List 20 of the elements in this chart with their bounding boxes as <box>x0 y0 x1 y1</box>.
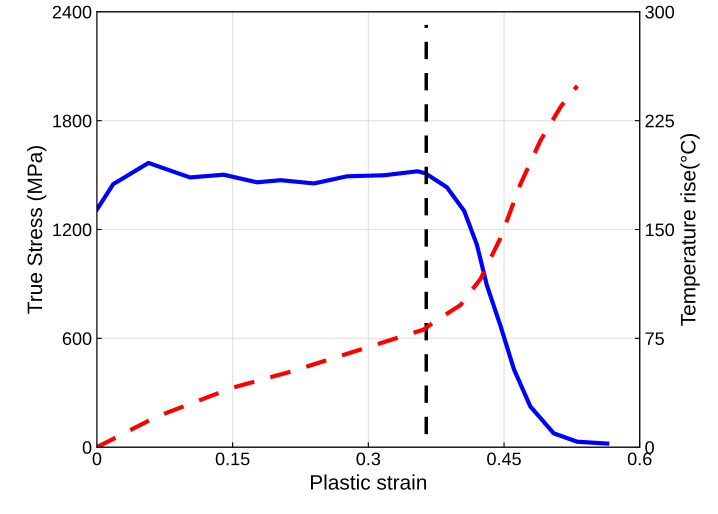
line-series <box>96 160 610 446</box>
y-axis-title: True Stress (MPa) <box>26 146 46 314</box>
x-axis-title: Plastic strain <box>311 474 426 490</box>
y2-axis-title: Temperature rise(°C) <box>680 134 700 326</box>
y2-tick-label: 150 <box>646 223 674 236</box>
y2-tick-label: 0 <box>645 441 654 454</box>
y-tick-label: 1800 <box>53 114 92 128</box>
y2-tick-label: 225 <box>646 114 674 128</box>
x-tick-label: 0.6 <box>628 452 652 466</box>
x-tick-label: 0 <box>92 452 102 466</box>
y-tick-label: 600 <box>62 332 92 346</box>
y2-tick-label: 300 <box>645 6 674 19</box>
y-tick-label: 0 <box>82 441 92 454</box>
y-tick-label: 2400 <box>52 6 92 19</box>
x-tick-label: 0.45 <box>487 452 521 466</box>
y2-tick-label: 75 <box>646 332 664 346</box>
x-tick-label: 0.3 <box>356 452 380 466</box>
x-tick-label: 0.15 <box>216 452 250 466</box>
line-series <box>96 84 580 448</box>
y-tick-label: 1200 <box>53 223 92 236</box>
